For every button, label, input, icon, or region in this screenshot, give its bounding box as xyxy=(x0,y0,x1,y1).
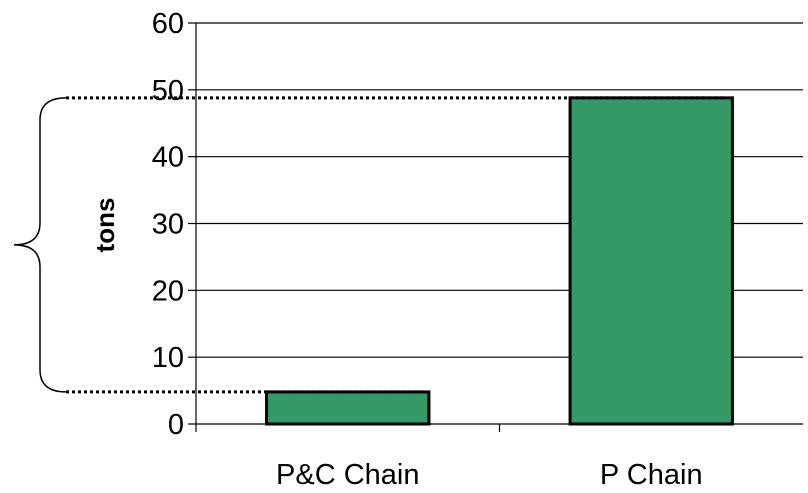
y-tick-labels: 0 10 20 30 40 50 60 xyxy=(152,8,184,441)
y-axis-title: tons xyxy=(90,198,120,253)
y-tick-label: 10 xyxy=(152,342,184,374)
bar xyxy=(265,390,431,426)
curly-brace xyxy=(13,97,67,393)
axes xyxy=(188,22,803,432)
x-category-label: P Chain xyxy=(600,459,703,491)
y-tick-label: 50 xyxy=(152,75,184,107)
bar xyxy=(568,96,734,426)
x-tick-labels: P&C Chain P Chain xyxy=(276,459,703,491)
y-tick-label: 40 xyxy=(152,142,184,174)
y-tick-label: 60 xyxy=(152,8,184,40)
y-tick-label: 30 xyxy=(152,209,184,241)
y-tick-label: 0 xyxy=(168,409,184,441)
range-annotation xyxy=(13,96,723,394)
bars xyxy=(265,96,734,426)
y-tick-label: 20 xyxy=(152,275,184,307)
x-category-label: P&C Chain xyxy=(276,459,419,491)
